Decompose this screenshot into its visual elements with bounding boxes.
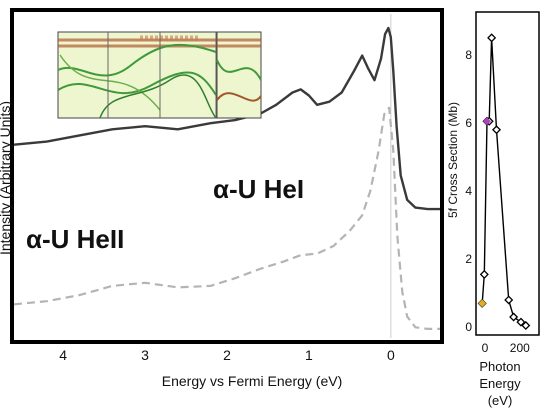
cross-section-point — [492, 125, 502, 135]
main-x-tick-label: 4 — [59, 347, 67, 363]
side-y-tick-label: 2 — [465, 252, 472, 266]
main-x-tick-label: 1 — [305, 347, 313, 363]
side-y-tick-labels: 0 2 4 6 8 — [465, 48, 472, 334]
cross-section-point — [504, 295, 514, 305]
hei-annotation: α-U HeI — [213, 174, 304, 204]
heii-spectrum-line — [13, 106, 440, 330]
side-x-tick-label: 200 — [510, 341, 530, 355]
side-x-axis-label: Photon Energy (eV) — [479, 359, 521, 408]
side-y-axis-label: 5f Cross Section (Mb) — [446, 102, 460, 218]
side-x-tick-labels: 0 200 — [482, 341, 530, 355]
cross-section-point — [521, 320, 531, 331]
side-x-axis-label-line-3: (eV) — [488, 393, 513, 408]
main-x-tick-labels: 4 3 2 1 0 — [59, 347, 395, 363]
side-y-tick-label: 4 — [465, 184, 472, 198]
band-structure-inset — [57, 31, 262, 119]
side-x-tick-label: 0 — [482, 341, 489, 355]
main-x-axis-label: Energy vs Fermi Energy (eV) — [162, 373, 343, 389]
heii-annotation: α-U HeII — [26, 224, 124, 254]
cross-section-point — [516, 317, 526, 327]
side-x-axis-label-line-1: Photon — [479, 359, 520, 374]
highlighted-point — [483, 117, 491, 126]
side-y-tick-label: 0 — [465, 320, 472, 334]
main-x-tick-label: 2 — [223, 347, 231, 363]
main-x-tick-label: 3 — [141, 347, 149, 363]
cross-section-line — [481, 37, 527, 327]
side-y-tick-label: 6 — [465, 116, 472, 130]
cross-section-point — [487, 33, 497, 43]
main-plot-area — [13, 14, 440, 338]
cross-section-point — [479, 269, 489, 279]
main-y-axis-label: Intensity (Arbitrary Units) — [0, 101, 13, 255]
cross-section-point — [509, 312, 519, 322]
side-x-axis-label-line-2: Energy — [479, 376, 521, 391]
side-y-tick-label: 8 — [465, 48, 472, 62]
side-plot-area — [477, 33, 531, 331]
main-x-tick-label: 0 — [387, 347, 395, 363]
hei-spectrum-line — [13, 26, 440, 211]
highlighted-point — [478, 299, 487, 308]
